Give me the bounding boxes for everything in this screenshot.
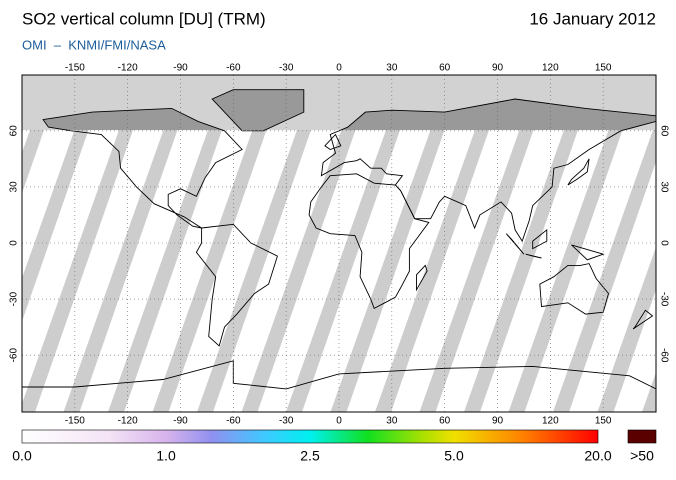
lon-tick-label: -90 — [173, 63, 188, 74]
coastline — [539, 263, 609, 315]
coastline — [632, 309, 654, 330]
orbit-swaths — [22, 130, 656, 412]
map-frame — [21, 74, 657, 413]
swath — [108, 130, 222, 412]
coastline — [532, 228, 548, 250]
lat-tick-label: 60 — [9, 125, 20, 137]
colorbar-label: 5.0 — [444, 448, 464, 464]
polar-land — [43, 89, 656, 130]
swath — [375, 130, 489, 412]
lat-tick-label: -60 — [658, 348, 669, 363]
land — [340, 99, 656, 130]
swath — [197, 130, 311, 412]
lon-tick-label: 90 — [492, 63, 504, 74]
lat-tick-label: 0 — [658, 240, 669, 246]
lat-tick-label: 30 — [658, 181, 669, 193]
colorbar-overflow — [627, 429, 657, 444]
lat-tick-label: -30 — [658, 292, 669, 307]
swath — [22, 130, 133, 412]
coastline — [195, 223, 278, 347]
lon-tick-label: -30 — [279, 416, 294, 427]
lon-tick-label: 0 — [336, 63, 342, 74]
lat-tick-label: 60 — [658, 125, 669, 137]
map — [22, 75, 656, 412]
lon-tick-label: 150 — [595, 416, 612, 427]
colorbar-label: 0.0 — [12, 448, 32, 464]
source: OMI – KNMI/FMI/NASA — [22, 37, 166, 52]
swath — [22, 130, 89, 322]
lon-tick-label: 150 — [595, 63, 612, 74]
swath — [152, 130, 267, 412]
coastline — [324, 133, 342, 151]
title: SO2 vertical column [DU] (TRM) — [22, 9, 266, 28]
coastline — [567, 158, 590, 186]
lon-tick-label: -120 — [118, 63, 138, 74]
swath — [286, 130, 400, 412]
lat-tick-label: 30 — [9, 181, 20, 193]
swath — [464, 130, 578, 412]
lon-tick-label: 30 — [386, 63, 398, 74]
lon-tick-label: -120 — [118, 416, 138, 427]
colorbar-label: 20.0 — [584, 448, 611, 464]
lon-tick-label: 0 — [336, 416, 342, 427]
coastline — [211, 89, 305, 132]
lon-tick-label: -60 — [226, 63, 241, 74]
lon-tick-label: 30 — [386, 416, 398, 427]
coastline — [505, 233, 525, 255]
swath — [553, 130, 656, 412]
swath — [508, 130, 623, 412]
coastline — [416, 264, 428, 292]
lon-tick-label: -60 — [226, 416, 241, 427]
lon-tick-label: 120 — [542, 63, 559, 74]
colorbar-overflow-label: >50 — [630, 448, 654, 464]
swath — [241, 130, 356, 412]
coastline — [525, 253, 542, 259]
swath — [22, 130, 44, 194]
lat-tick-label: -30 — [9, 291, 20, 306]
swath — [419, 130, 534, 412]
coastline — [308, 173, 430, 310]
swath — [330, 130, 445, 412]
swath — [63, 130, 178, 412]
lon-tick-label: -30 — [279, 63, 294, 74]
lon-tick-label: 90 — [492, 416, 504, 427]
lon-tick-label: 120 — [542, 416, 559, 427]
land — [212, 89, 304, 130]
lon-tick-label: -150 — [65, 63, 85, 74]
lon-tick-label: -150 — [65, 416, 85, 427]
date: 16 January 2012 — [529, 9, 656, 28]
colorbar — [21, 429, 599, 444]
lon-tick-label: 60 — [439, 416, 451, 427]
land — [43, 108, 223, 130]
lat-tick-label: 0 — [9, 240, 20, 246]
swath — [597, 247, 656, 412]
swath — [642, 372, 656, 412]
lon-tick-label: -90 — [173, 416, 188, 427]
coastline — [571, 244, 605, 261]
colorbar-label: 2.5 — [300, 448, 320, 464]
coastline — [320, 98, 656, 243]
lon-tick-label: 60 — [439, 63, 451, 74]
colorbar-label: 1.0 — [156, 448, 176, 464]
coastlines — [22, 89, 656, 412]
coastline — [42, 107, 243, 229]
graticule — [22, 75, 656, 412]
lat-tick-label: -60 — [9, 348, 20, 363]
